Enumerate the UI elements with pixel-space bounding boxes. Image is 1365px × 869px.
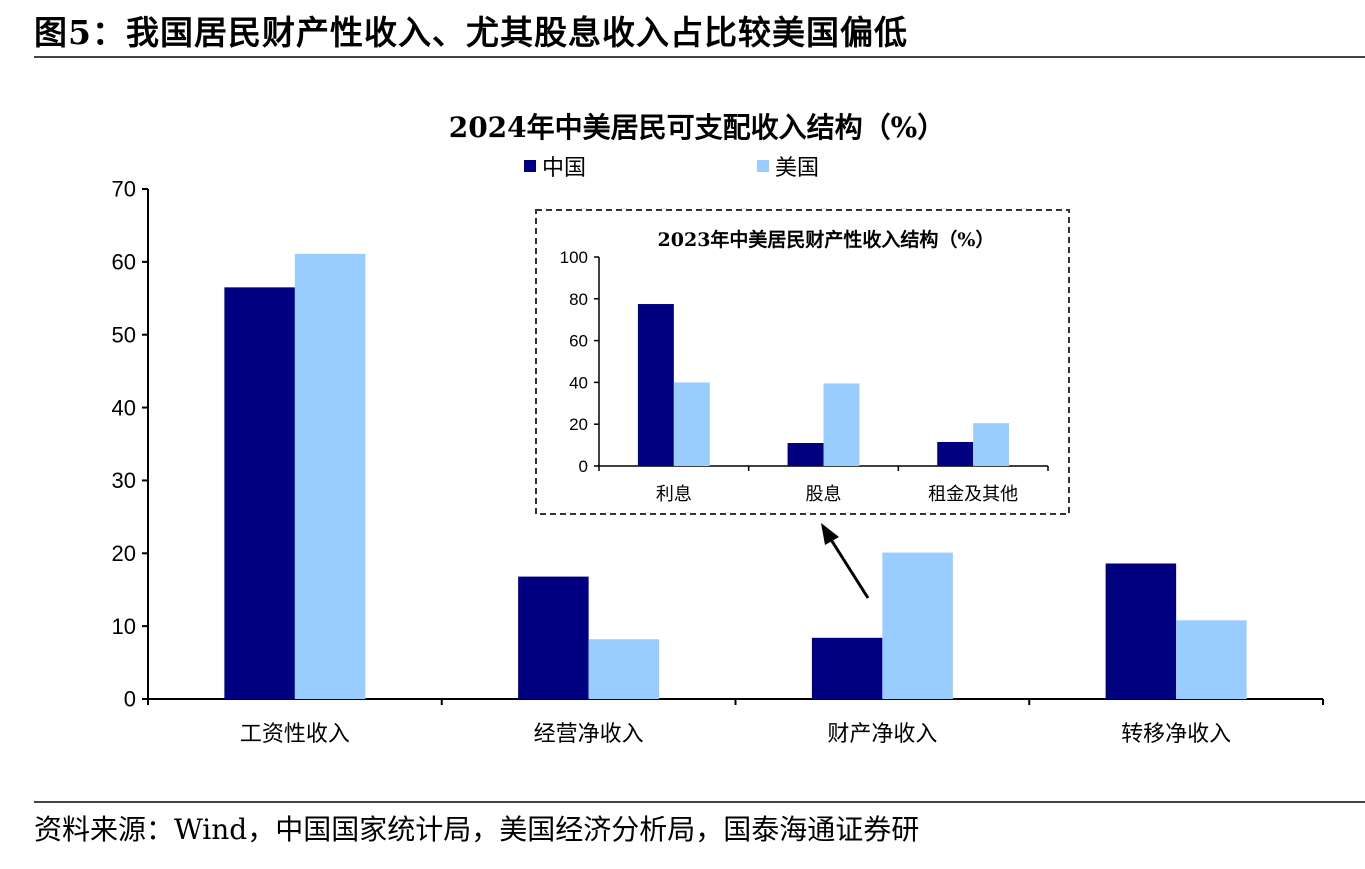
category-label: 工资性收入: [240, 722, 350, 747]
y-tick-label: 20: [112, 541, 136, 566]
y-tick-label: 80: [569, 290, 588, 309]
category-label: 股息: [806, 484, 842, 505]
y-tick-label: 20: [569, 415, 588, 434]
bar-china-1: [787, 443, 824, 466]
legend-swatch-china: [524, 160, 536, 172]
bar-usa-2: [973, 423, 1010, 466]
inset-chart-title: 2023年中美居民财产性收入结构（%）: [658, 228, 995, 251]
bar-usa-0: [673, 382, 710, 466]
legend: 中国 美国: [524, 156, 819, 181]
bar-usa-0: [294, 253, 366, 700]
legend-label-usa: 美国: [775, 156, 819, 181]
y-tick-label: 60: [569, 332, 588, 351]
category-label: 经营净收入: [534, 722, 644, 747]
bar-china-3: [1105, 563, 1177, 699]
main-chart-title: 2024年中美居民可支配收入结构（%）: [449, 111, 946, 144]
inset-frame: [535, 209, 1070, 515]
y-tick-label: 40: [569, 373, 588, 392]
y-tick-label: 10: [112, 614, 136, 639]
source-note: 资料来源：Wind，中国国家统计局，美国经济分析局，国泰海通证券研: [34, 813, 920, 846]
bar-usa-1: [588, 639, 660, 699]
callout-arrow: [821, 523, 870, 599]
y-tick-label: 40: [112, 395, 136, 420]
bar-china-1: [518, 576, 589, 699]
y-tick-label: 70: [112, 177, 136, 202]
legend-label-china: 中国: [542, 156, 586, 181]
bar-usa-1: [823, 383, 860, 466]
bar-usa-2: [882, 552, 953, 699]
y-tick-label: 60: [112, 250, 136, 275]
category-label: 利息: [656, 484, 692, 505]
title-divider: [34, 56, 1365, 58]
bar-china-0: [637, 304, 674, 466]
legend-swatch-usa: [757, 160, 769, 172]
y-tick-label: 50: [112, 322, 136, 347]
category-label: 租金及其他: [928, 484, 1018, 505]
source-divider: [34, 801, 1365, 803]
bar-china-2: [937, 441, 974, 466]
category-label: 财产净收入: [827, 722, 937, 747]
bar-china-2: [811, 637, 883, 699]
figure-title: 图5：我国居民财产性收入、尤其股息收入占比较美国偏低: [34, 13, 908, 52]
category-label: 转移净收入: [1121, 722, 1231, 747]
bar-usa-3: [1176, 620, 1247, 699]
y-tick-label: 100: [560, 248, 588, 267]
y-tick-label: 0: [124, 687, 136, 712]
bar-china-0: [224, 287, 295, 699]
inset-plot: 0 20 40 60 80 100 利息 股息 租金及其他: [560, 248, 1049, 505]
main-plot: 0 10 20 30 40 50 60 70 工资性收入 经营净收入 财产净收入 转移净收入: [112, 177, 1324, 747]
y-tick-label: 30: [112, 468, 136, 493]
y-tick-label: 0: [579, 457, 588, 476]
